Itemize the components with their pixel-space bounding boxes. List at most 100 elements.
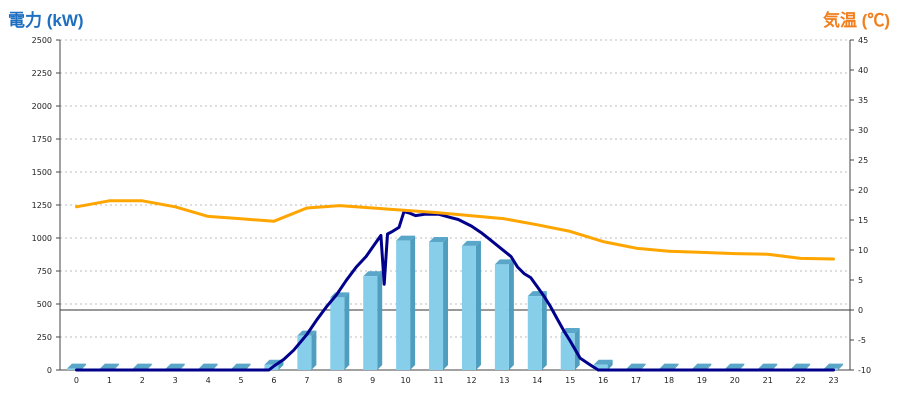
bar-side xyxy=(838,363,844,370)
x-tick-label: 11 xyxy=(433,376,443,385)
y-left-tick-label: 250 xyxy=(37,333,52,342)
x-tick-label: 6 xyxy=(271,376,276,385)
bar-side xyxy=(311,330,317,370)
bar xyxy=(297,335,312,370)
bar-top xyxy=(165,363,185,369)
x-tick-label: 20 xyxy=(730,376,740,385)
y-left-tick-label: 1500 xyxy=(32,168,52,177)
x-tick-label: 1 xyxy=(107,376,112,385)
y-left-tick-label: 1750 xyxy=(32,135,52,144)
bar xyxy=(429,241,444,370)
bar xyxy=(593,364,608,370)
bar-side xyxy=(475,240,481,370)
x-tick-label: 15 xyxy=(565,376,575,385)
bar-top xyxy=(429,236,449,242)
y-right-tick-label: 25 xyxy=(858,156,868,165)
bar-side xyxy=(541,291,547,370)
bar-side xyxy=(179,363,185,370)
bar-top xyxy=(626,363,646,369)
y-right-tick-label: 45 xyxy=(858,36,868,45)
bar-side xyxy=(344,292,350,370)
power-line xyxy=(75,210,835,372)
bar-top xyxy=(692,363,712,369)
y-left-tick-label: 1000 xyxy=(32,234,52,243)
bar-top xyxy=(461,240,481,246)
bar-top xyxy=(494,259,514,265)
x-tick-label: 14 xyxy=(532,376,542,385)
bar xyxy=(66,368,81,370)
bar-side xyxy=(772,363,778,370)
y-right-tick-label: 10 xyxy=(858,246,868,255)
bar xyxy=(461,245,476,370)
bar-side xyxy=(607,359,613,370)
y-axis-left-title: 電力 (kW) xyxy=(8,11,84,30)
bar-top xyxy=(593,359,613,365)
y-left-tick-label: 2250 xyxy=(32,69,52,78)
bar-side xyxy=(377,271,383,370)
x-tick-label: 16 xyxy=(598,376,608,385)
x-tick-label: 21 xyxy=(763,376,773,385)
x-tick-label: 18 xyxy=(664,376,674,385)
x-tick-label: 9 xyxy=(370,376,375,385)
x-tick-label: 22 xyxy=(796,376,806,385)
y-right-tick-label: 40 xyxy=(858,66,868,75)
bar-top xyxy=(198,363,218,369)
x-tick-label: 17 xyxy=(631,376,641,385)
y-right-tick-label: 0 xyxy=(858,306,863,315)
bar-top xyxy=(132,363,152,369)
y-left-tick-label: 0 xyxy=(47,366,52,375)
y-left-tick-label: 500 xyxy=(37,300,52,309)
bar-side xyxy=(443,236,449,370)
bar-top xyxy=(791,363,811,369)
bar-side xyxy=(673,363,679,370)
bar-side xyxy=(574,328,580,370)
y-left-tick-label: 2000 xyxy=(32,102,52,111)
x-tick-label: 12 xyxy=(466,376,476,385)
bar-side xyxy=(146,363,152,370)
x-tick-label: 5 xyxy=(238,376,243,385)
bar-top xyxy=(363,271,383,277)
x-tick-label: 4 xyxy=(206,376,211,385)
bar-side xyxy=(508,259,514,370)
bar-side xyxy=(80,363,86,370)
bar xyxy=(527,296,542,370)
x-tick-label: 7 xyxy=(304,376,309,385)
y-right-tick-label: -10 xyxy=(858,366,871,375)
bar xyxy=(363,276,378,370)
x-tick-label: 3 xyxy=(173,376,178,385)
bar-top xyxy=(824,363,844,369)
bar-side xyxy=(739,363,745,370)
x-tick-label: 8 xyxy=(337,376,342,385)
y-left-tick-label: 750 xyxy=(37,267,52,276)
x-tick-label: 10 xyxy=(401,376,411,385)
bar-top xyxy=(99,363,119,369)
bar-side xyxy=(212,363,218,370)
y-right-tick-label: 30 xyxy=(858,126,868,135)
y-right-tick-label: 35 xyxy=(858,96,868,105)
bar-top xyxy=(396,235,416,241)
bar-top xyxy=(758,363,778,369)
bar xyxy=(330,297,345,370)
y-right-tick-label: 20 xyxy=(858,186,868,195)
y-left-tick-label: 1250 xyxy=(32,201,52,210)
bar-side xyxy=(113,363,119,370)
bar-top xyxy=(659,363,679,369)
y-left-tick-label: 2500 xyxy=(32,36,52,45)
x-tick-label: 0 xyxy=(74,376,79,385)
bar-side xyxy=(706,363,712,370)
x-tick-label: 23 xyxy=(828,376,838,385)
x-tick-label: 2 xyxy=(140,376,145,385)
bar-side xyxy=(245,363,251,370)
bar-side xyxy=(278,359,284,370)
bar-side xyxy=(640,363,646,370)
bar xyxy=(494,264,509,370)
bar-top xyxy=(725,363,745,369)
x-tick-label: 19 xyxy=(697,376,707,385)
bar-side xyxy=(805,363,811,370)
y-right-tick-label: 15 xyxy=(858,216,868,225)
y-right-tick-label: -5 xyxy=(858,336,866,345)
y-right-tick-label: 5 xyxy=(858,276,863,285)
bar-top xyxy=(66,363,86,369)
